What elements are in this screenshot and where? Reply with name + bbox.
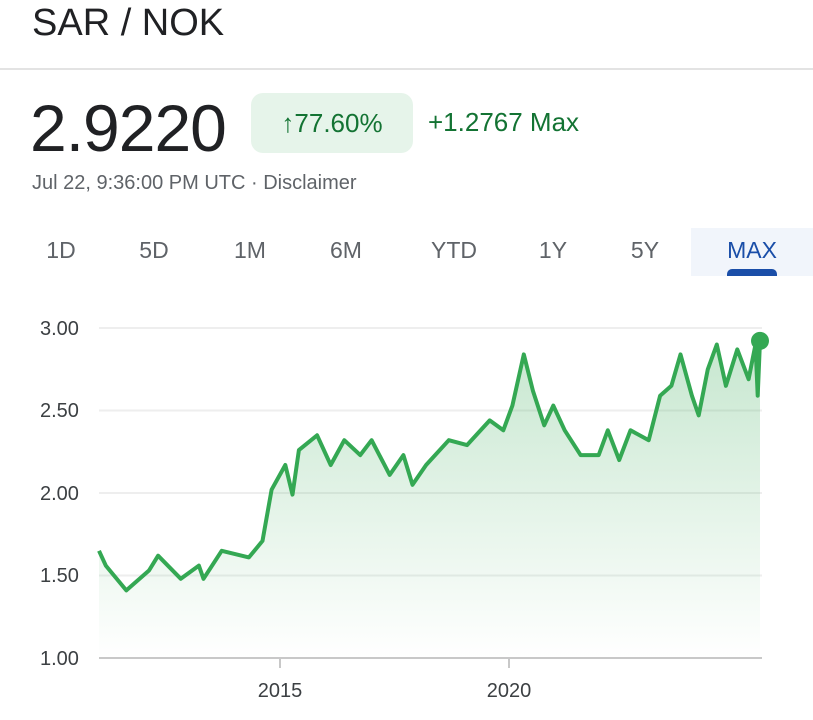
tab-ytd[interactable]: YTD [431, 237, 477, 263]
y-tick-label: 1.50 [40, 565, 79, 587]
change-percent: 77.60% [294, 107, 383, 138]
change-percent-badge: ↑ 77.60% [251, 93, 413, 153]
tab-1y[interactable]: 1Y [538, 237, 568, 263]
change-absolute: +1.2767 Max [428, 107, 580, 137]
tab-max[interactable]: MAX [691, 228, 813, 276]
y-tick-label: 2.00 [40, 483, 79, 505]
tab-6m[interactable]: 6M [330, 237, 362, 263]
y-tick-label: 1.00 [40, 648, 79, 670]
separator: · [245, 172, 264, 194]
current-price: 2.9220 [30, 91, 227, 165]
y-tick-label: 3.00 [40, 318, 79, 340]
latest-price-marker [751, 331, 769, 350]
timestamp: Jul 22, 9:36:00 PM UTC [32, 172, 246, 194]
x-tick-label: 2020 [487, 680, 532, 702]
pair-title: SAR / NOK [32, 2, 225, 44]
tab-5d[interactable]: 5D [139, 237, 169, 263]
tab-5y[interactable]: 5Y [630, 237, 660, 263]
disclaimer-link[interactable]: Disclaimer [263, 172, 357, 194]
arrow-up-icon: ↑ [281, 107, 295, 138]
timestamp-line: Jul 22, 9:36:00 PM UTC · Disclaimer [32, 172, 357, 195]
y-tick-label: 2.50 [40, 400, 79, 422]
tab-1d[interactable]: 1D [46, 237, 76, 263]
range-tabs: 1D 5D 1M 6M YTD 1Y 5Y MAX [0, 228, 813, 276]
price-area-fill [99, 340, 760, 658]
price-line [97, 340, 762, 593]
divider [0, 68, 813, 70]
tab-1m[interactable]: 1M [234, 237, 266, 263]
x-tick-label: 2015 [258, 680, 303, 702]
